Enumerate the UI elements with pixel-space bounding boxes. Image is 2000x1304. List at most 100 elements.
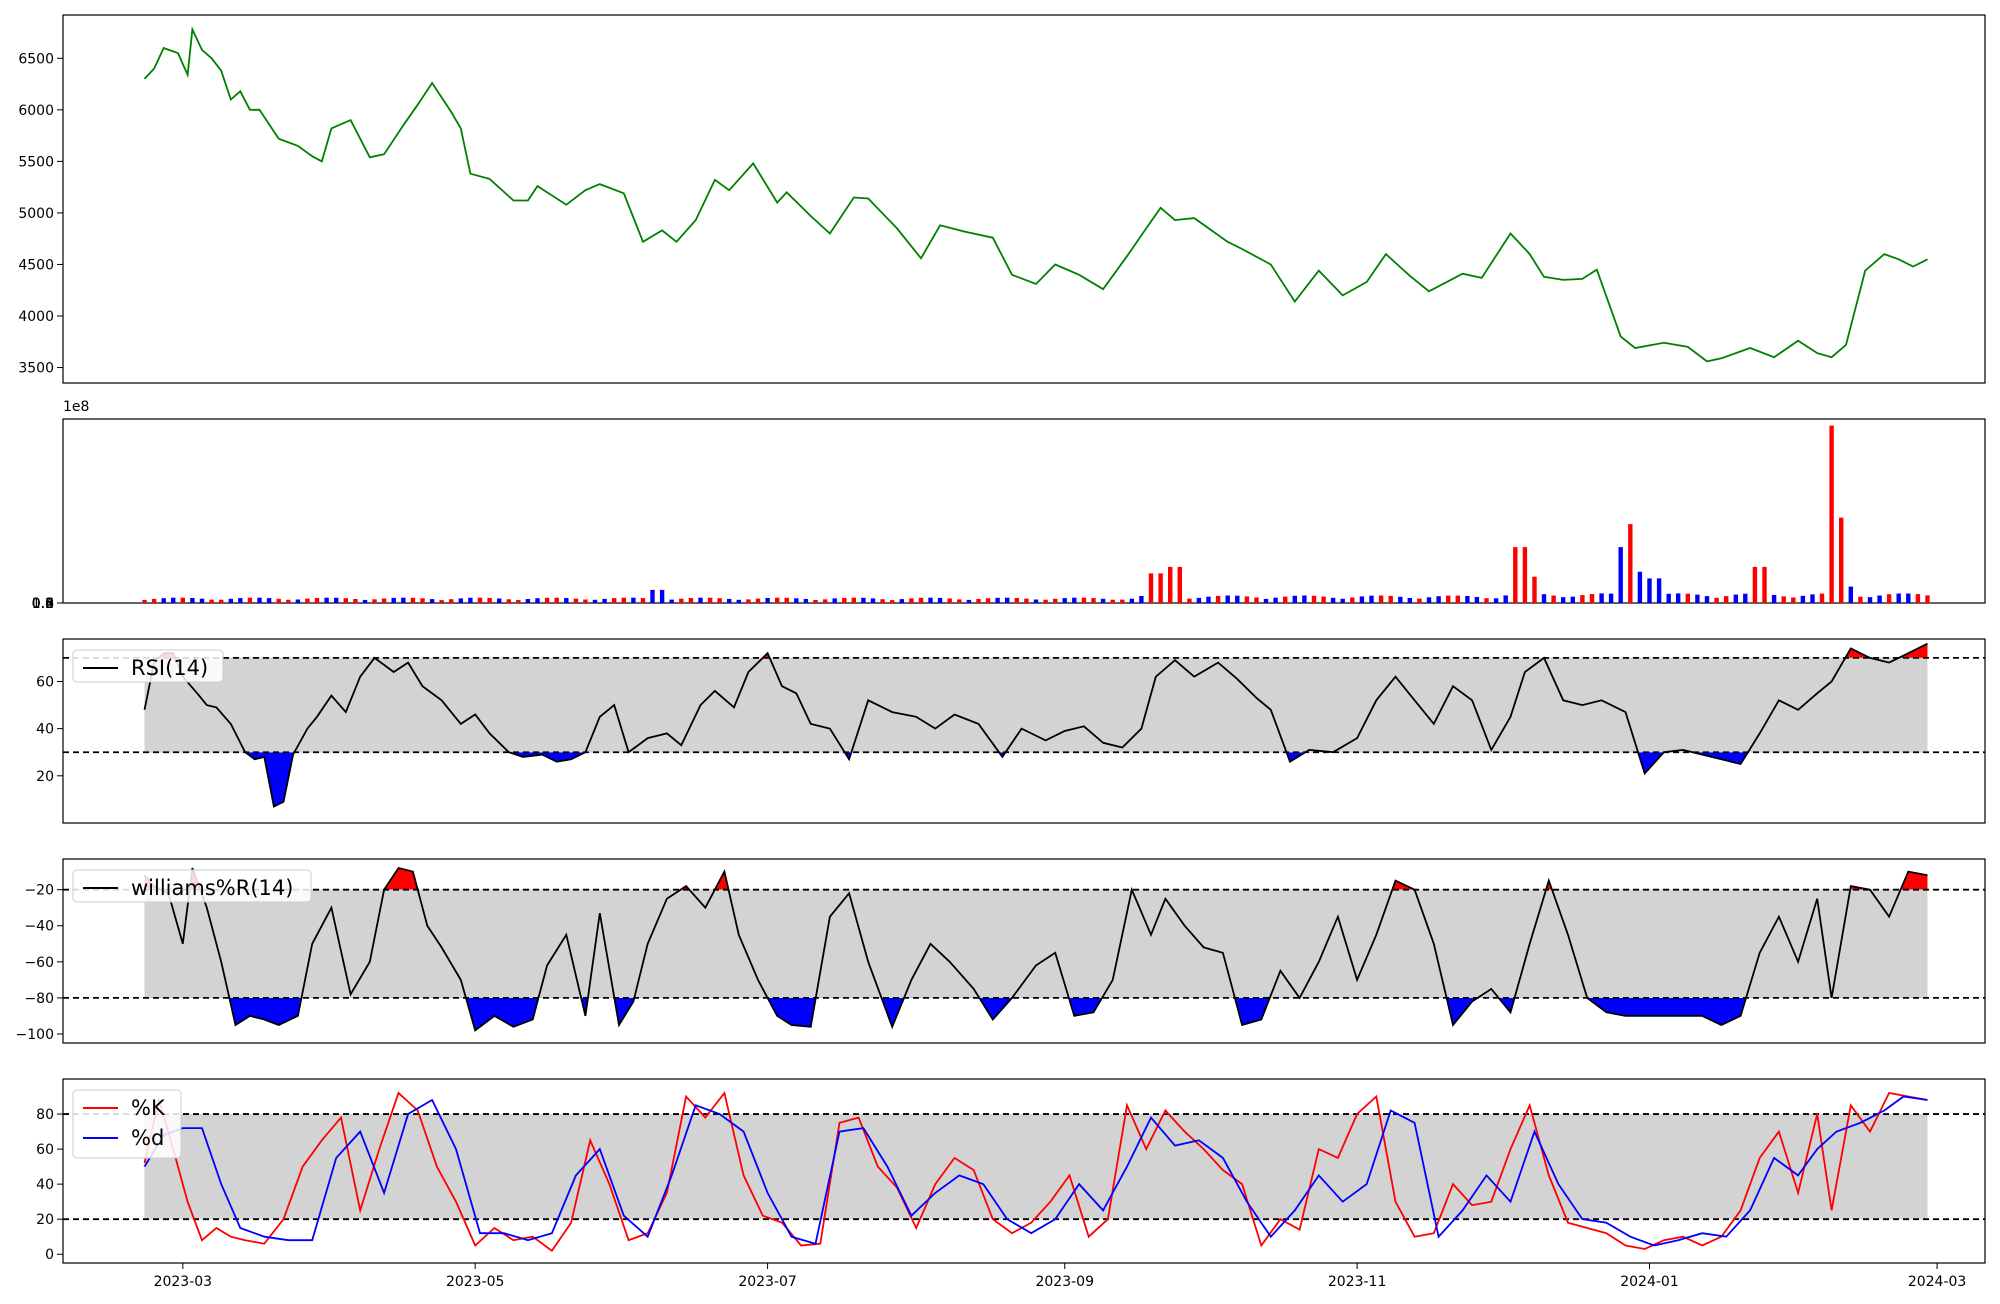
- volume-bar: [1446, 595, 1451, 603]
- volume-bar: [803, 599, 809, 603]
- volume-bar: [544, 597, 550, 603]
- volume-bar: [995, 597, 1000, 603]
- volume-bar: [909, 598, 914, 603]
- volume-bar: [1522, 547, 1528, 603]
- legend: RSI(14): [72, 649, 224, 683]
- volume-bar: [401, 597, 406, 603]
- volume-bar: [257, 597, 262, 603]
- volume-bar: [890, 600, 895, 603]
- volume-bar: [535, 598, 540, 603]
- volume-bar: [1561, 597, 1566, 603]
- volume-bar: [1628, 524, 1633, 603]
- volume-bar: [381, 598, 387, 603]
- y-tick-label: 1.0: [32, 596, 54, 612]
- volume-bar: [1033, 599, 1039, 603]
- volume-bar: [1896, 593, 1901, 603]
- volume-bar: [631, 597, 636, 603]
- volume-panel: 0.00.20.40.60.81.0 1e8: [32, 399, 1986, 612]
- volume-bar: [1724, 596, 1729, 603]
- volume-bar: [1810, 594, 1815, 603]
- volume-bar: [698, 597, 703, 603]
- volume-bar: [516, 600, 521, 603]
- volume-bar: [1541, 594, 1547, 603]
- volume-bar: [506, 599, 511, 603]
- volume-bar: [1867, 597, 1873, 603]
- volume-bar: [1235, 595, 1240, 603]
- volume-bar: [1925, 595, 1930, 603]
- volume-bar: [1158, 573, 1163, 603]
- volume-bar: [525, 599, 531, 603]
- volume-bar: [1714, 597, 1719, 603]
- volume-bar: [1225, 595, 1230, 603]
- volume-bar: [813, 600, 818, 603]
- volume-bar: [420, 598, 425, 603]
- volume-bar: [985, 598, 991, 603]
- volume-bar: [1407, 598, 1412, 603]
- volume-bar: [209, 599, 214, 603]
- series-line: [143, 866, 1928, 1032]
- volume-bar: [1120, 599, 1125, 603]
- y-tick-label: 0.2: [32, 596, 54, 612]
- volume-bar: [372, 599, 377, 603]
- volume-bar: [1168, 566, 1173, 603]
- x-tick-label: 2024-03: [1908, 1274, 1967, 1290]
- y-tick-label: 40: [36, 1177, 54, 1193]
- volume-bar: [1474, 597, 1480, 603]
- volume-bar: [477, 597, 483, 603]
- volume-bar: [1436, 596, 1441, 603]
- volume-bar: [1484, 598, 1489, 603]
- volume-bar: [765, 598, 770, 603]
- volume-bar: [976, 599, 981, 603]
- volume-bar: [1791, 597, 1796, 603]
- volume-bar: [1129, 598, 1134, 603]
- volume-bar: [1599, 593, 1604, 603]
- plot-frame: [62, 14, 1986, 384]
- volume-bar: [314, 598, 320, 603]
- volume-bar: [286, 599, 291, 603]
- volume-bar: [1091, 598, 1096, 603]
- volume-bar: [1292, 595, 1297, 603]
- volume-bar: [1100, 598, 1106, 603]
- volume-bar: [1148, 573, 1154, 603]
- y-tick-label: 60: [36, 674, 54, 690]
- volume-bar: [1350, 597, 1355, 603]
- volume-bar: [449, 599, 454, 603]
- volume-bar: [1819, 593, 1825, 603]
- volume-bar: [717, 598, 722, 603]
- y-tick-label: 3500: [18, 361, 54, 377]
- volume-bar: [612, 598, 617, 603]
- volume-bar: [247, 597, 253, 603]
- legend-label: %K: [131, 1096, 166, 1120]
- volume-bar: [937, 597, 943, 603]
- volume-bar: [899, 599, 904, 603]
- volume-bar: [1388, 595, 1393, 603]
- volume-bar: [1465, 596, 1470, 603]
- volume-bar: [1858, 596, 1863, 603]
- volume-bar: [640, 598, 646, 603]
- volume-bar: [1695, 594, 1700, 603]
- volume-bar: [1043, 599, 1048, 603]
- y-tick-label: 6500: [18, 51, 54, 67]
- volume-bar: [707, 597, 713, 603]
- volume-bar: [142, 599, 147, 603]
- volume-bar: [1839, 517, 1844, 603]
- volume-exponent-label: 1e8: [63, 399, 89, 415]
- volume-bar: [928, 597, 933, 603]
- neutral-band: [144, 1114, 1928, 1220]
- volume-bar: [161, 598, 166, 603]
- y-tick-label: −80: [24, 991, 54, 1007]
- volume-bar: [1877, 595, 1882, 603]
- volume-bar: [554, 597, 559, 603]
- volume-bar: [966, 599, 972, 603]
- legend: williams%R(14): [72, 869, 312, 903]
- x-tick-label: 2023-05: [446, 1274, 505, 1290]
- y-tick-label: −20: [24, 883, 54, 899]
- volume-bar: [736, 599, 741, 603]
- volume-bar: [602, 598, 607, 603]
- volume-bar: [1321, 596, 1326, 603]
- volume-bar: [1330, 597, 1336, 603]
- volume-bar: [468, 597, 473, 603]
- volume-bar: [497, 598, 502, 603]
- volume-bar: [564, 598, 569, 603]
